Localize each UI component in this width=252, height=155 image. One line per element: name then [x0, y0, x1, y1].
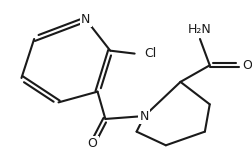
Text: N: N — [81, 13, 90, 26]
Text: H₂N: H₂N — [188, 23, 212, 36]
Text: N: N — [140, 110, 149, 123]
Text: O: O — [88, 137, 98, 150]
Text: Cl: Cl — [144, 47, 157, 60]
Text: O: O — [242, 59, 252, 72]
